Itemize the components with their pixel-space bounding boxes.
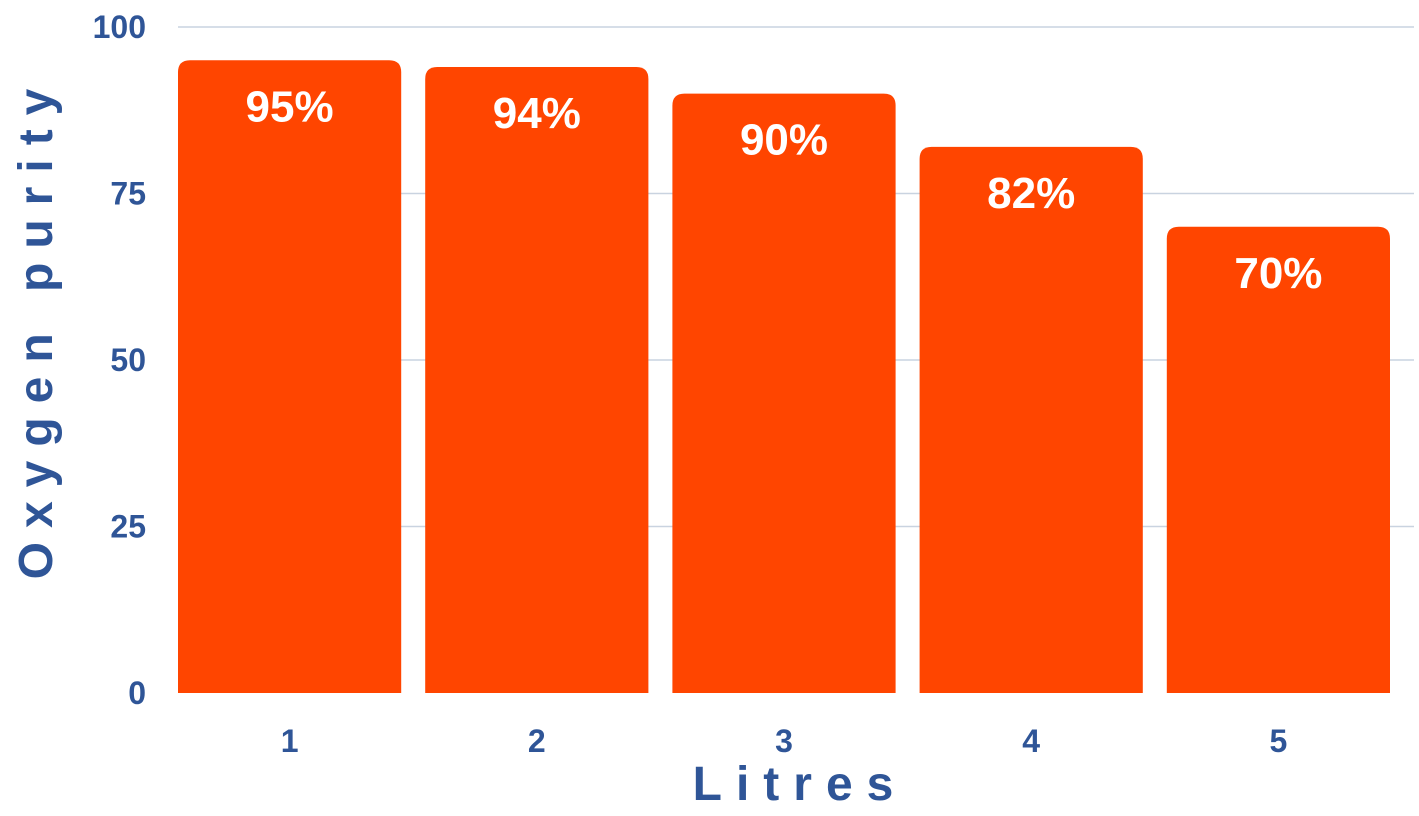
bar-value-label: 82% (987, 169, 1075, 218)
y-axis-title: Oxygen purity (10, 75, 63, 580)
x-axis-title: Litres (693, 758, 908, 811)
y-axis-ticks: 0 25 50 75 100 (93, 9, 146, 711)
bar (919, 146, 1143, 693)
x-tick-label: 3 (775, 723, 793, 759)
data-labels: 95% 94% 90% 82% 70% (246, 82, 1323, 297)
bar (425, 66, 649, 693)
y-tick-label: 25 (110, 509, 146, 545)
x-tick-label: 2 (528, 723, 546, 759)
y-tick-label: 0 (128, 675, 146, 711)
bar (672, 93, 896, 694)
bar-value-label: 95% (246, 82, 334, 131)
bar-value-label: 70% (1234, 249, 1322, 298)
x-axis-ticks: 1 2 3 4 5 (281, 723, 1288, 759)
bar-value-label: 94% (493, 89, 581, 138)
y-tick-label: 100 (93, 9, 146, 45)
y-tick-label: 50 (110, 342, 146, 378)
x-tick-label: 5 (1270, 723, 1288, 759)
x-tick-label: 1 (281, 723, 299, 759)
bar (1166, 226, 1390, 694)
y-tick-label: 75 (110, 176, 146, 212)
x-tick-label: 4 (1022, 723, 1040, 759)
bar-value-label: 90% (740, 116, 828, 165)
bars (178, 60, 1390, 694)
bar (178, 60, 402, 694)
